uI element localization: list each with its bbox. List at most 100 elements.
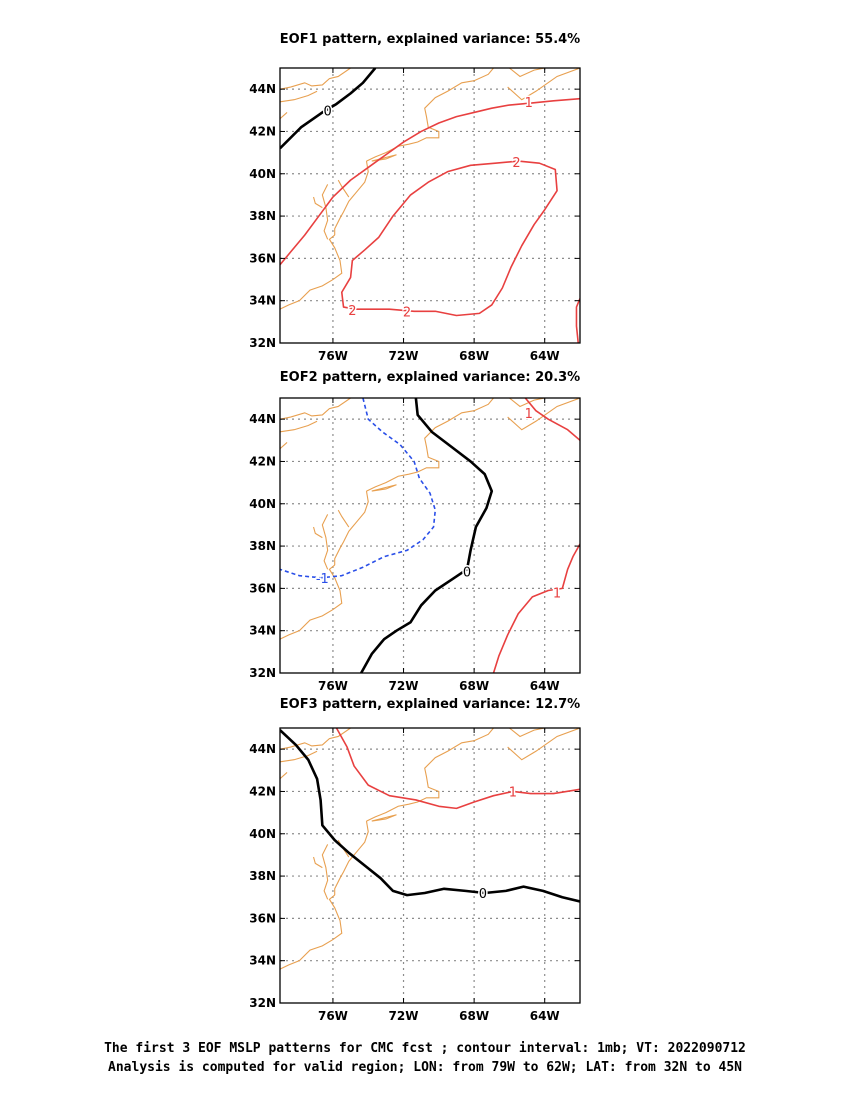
x-tick-label: 76W: [318, 1009, 348, 1023]
contour-label: 2: [512, 156, 520, 171]
x-tick-label: 76W: [318, 679, 348, 693]
coastline-segment: [280, 894, 343, 970]
y-tick-label: 32N: [249, 996, 276, 1010]
y-tick-label: 42N: [249, 124, 276, 138]
coastline-segment: [312, 526, 323, 539]
contour-line-0: [360, 398, 494, 673]
contour-label: 1: [525, 407, 533, 422]
coastline-segment: [280, 728, 351, 750]
x-tick-label: 72W: [389, 349, 419, 363]
x-tick-label: 76W: [318, 349, 348, 363]
contour-label: 1: [553, 587, 561, 602]
eof3-map: 0 1 76W 72W 68W 64W 32N 34N 36N 38N 40N 42N 44N: [249, 727, 581, 1023]
contour-label: 0: [463, 565, 471, 580]
coastline-segment: [280, 772, 288, 780]
coastline-segment: [280, 564, 343, 640]
y-tick-label: 32N: [249, 666, 276, 680]
x-tick-label: 68W: [459, 1009, 489, 1023]
coastline-segment: [509, 398, 545, 408]
coastline-segment: [334, 490, 369, 566]
y-tick-label: 34N: [249, 954, 276, 968]
contour-label: 2: [403, 305, 411, 320]
contour-label: 1: [509, 785, 517, 800]
contour-line-0: [280, 729, 580, 903]
coastline-segment: [280, 442, 288, 450]
x-tick-label: 72W: [389, 679, 419, 693]
contour-line-1: [335, 728, 580, 810]
contour-label: -1: [316, 572, 329, 587]
coastline-segment: [366, 398, 494, 492]
grid: [280, 68, 580, 343]
coastline-segment: [321, 844, 329, 900]
x-tick-label: 64W: [530, 679, 560, 693]
y-tick-label: 42N: [249, 454, 276, 468]
plot-frame: [279, 397, 581, 674]
eof3-title: EOF3 pattern, explained variance: 12.7%: [279, 697, 581, 712]
contour-line-1: [280, 97, 580, 266]
y-tick-label: 34N: [249, 624, 276, 638]
eof1-map: 0 1 2 2 2 76W 72W 68W 64W 32N 34N 36N 38N 40N 42N 44N: [249, 67, 581, 363]
contour-label: 1: [525, 96, 533, 111]
coastline-segment: [280, 398, 351, 420]
coastline-segment: [321, 514, 329, 570]
y-tick-label: 44N: [249, 82, 276, 96]
y-tick-label: 40N: [249, 497, 276, 511]
eof2-title: EOF2 pattern, explained variance: 20.3%: [279, 370, 581, 385]
caption-line-2: Analysis is computed for valid region; L…: [108, 1060, 742, 1075]
coastline-segment: [321, 184, 329, 240]
contour-line-1: [575, 298, 580, 343]
x-tick-label: 64W: [530, 349, 560, 363]
y-tick-label: 40N: [249, 827, 276, 841]
coastline-segment: [371, 484, 397, 492]
coastline-segment: [371, 814, 397, 822]
y-tick-label: 34N: [249, 294, 276, 308]
coastline-segment: [280, 112, 288, 120]
coastline-segment: [334, 160, 369, 236]
coastline-segment: [280, 420, 318, 433]
coastline-segment: [337, 509, 350, 528]
coastline-segment: [334, 820, 369, 896]
y-tick-label: 40N: [249, 167, 276, 181]
x-tick-label: 68W: [459, 349, 489, 363]
y-tick-label: 36N: [249, 581, 276, 595]
x-tick-label: 68W: [459, 679, 489, 693]
coastline-segment: [366, 728, 494, 822]
coastline-segment: [507, 398, 580, 431]
y-tick-label: 44N: [249, 742, 276, 756]
y-tick-label: 32N: [249, 336, 276, 350]
coastline-segment: [280, 68, 351, 90]
caption-line-1: The first 3 EOF MSLP patterns for CMC fc…: [104, 1041, 746, 1056]
coastline-segment: [337, 179, 350, 198]
plot-frame: [279, 727, 581, 1004]
coastline-segment: [280, 90, 318, 103]
y-tick-label: 44N: [249, 412, 276, 426]
y-tick-label: 38N: [249, 869, 276, 883]
y-tick-label: 42N: [249, 784, 276, 798]
y-tick-label: 36N: [249, 251, 276, 265]
coastline-segment: [280, 234, 343, 310]
contour-label: 0: [324, 104, 332, 119]
coastline-segment: [507, 68, 580, 101]
y-tick-label: 36N: [249, 911, 276, 925]
coastline-segment: [507, 728, 580, 761]
contour-line-2: [340, 160, 558, 317]
coastline: [280, 398, 580, 640]
coastline-segment: [312, 856, 323, 869]
coastline-segment: [312, 196, 323, 209]
contour-label: 0: [479, 887, 487, 902]
y-tick-label: 38N: [249, 539, 276, 553]
contour-label: 2: [348, 304, 356, 319]
coastline-segment: [280, 750, 318, 763]
contour-line-neg1: [280, 398, 437, 579]
plot-frame: [279, 67, 581, 344]
x-tick-label: 72W: [389, 1009, 419, 1023]
contour-line-1: [492, 543, 580, 673]
contour-line-0: [280, 68, 377, 150]
coastline-segment: [509, 68, 545, 78]
y-tick-label: 38N: [249, 209, 276, 223]
x-tick-label: 64W: [530, 1009, 560, 1023]
coastline: [280, 728, 580, 970]
contour-line-1: [524, 398, 580, 441]
coastline-segment: [509, 728, 545, 738]
eof1-title: EOF1 pattern, explained variance: 55.4%: [279, 32, 581, 47]
